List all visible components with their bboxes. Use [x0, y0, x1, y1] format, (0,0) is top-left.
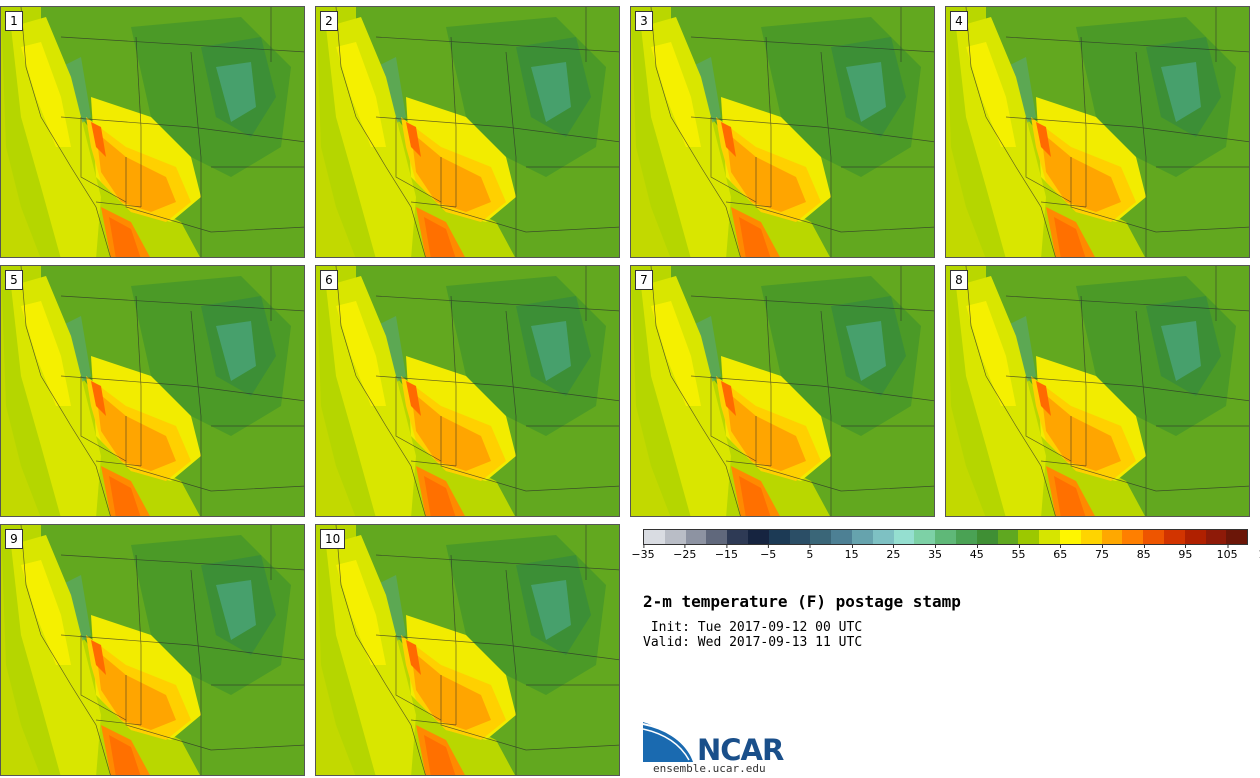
- colorbar-tick-label: 55: [1012, 544, 1026, 561]
- colorbar-swatch: [768, 530, 790, 544]
- temperature-colorbar: [643, 529, 1248, 545]
- colorbar-tick-label: 35: [928, 544, 942, 561]
- member-number-label: 8: [950, 270, 968, 290]
- member-number-label: 5: [5, 270, 23, 290]
- member-number-label: 1: [5, 11, 23, 31]
- colorbar-swatch: [1143, 530, 1164, 544]
- ensemble-member-map: 3: [630, 6, 935, 258]
- ensemble-member-map: 2: [315, 6, 620, 258]
- colorbar-tick-label: 5: [806, 544, 813, 561]
- colorbar-tick-label: 105: [1217, 544, 1238, 561]
- colorbar-tick-label: 25: [886, 544, 900, 561]
- colorbar-tick-label: −5: [760, 544, 776, 561]
- colorbar-swatch: [1080, 530, 1102, 544]
- colorbar-swatch: [1018, 530, 1040, 544]
- colorbar-swatch: [976, 530, 998, 544]
- colorbar-swatch: [1122, 530, 1144, 544]
- ensemble-member-map: 8: [945, 265, 1250, 517]
- ncar-logo-icon: [643, 722, 694, 762]
- colorbar-swatch: [727, 530, 748, 544]
- member-number-label: 7: [635, 270, 653, 290]
- colorbar-tick-label: 15: [845, 544, 859, 561]
- colorbar-tick-label: 65: [1053, 544, 1067, 561]
- colorbar-swatch: [685, 530, 707, 544]
- colorbar-swatch: [935, 530, 956, 544]
- ensemble-member-map: 7: [630, 265, 935, 517]
- colorbar-tick-label: −15: [715, 544, 738, 561]
- ensemble-member-map: 9: [0, 524, 305, 776]
- chart-title: 2-m temperature (F) postage stamp: [643, 592, 961, 611]
- colorbar-swatch: [747, 530, 769, 544]
- colorbar-swatch: [955, 530, 977, 544]
- ncar-logo-text: NCAR: [697, 733, 784, 767]
- colorbar-swatch: [1163, 530, 1185, 544]
- init-time: Init: Tue 2017-09-12 00 UTC: [643, 620, 863, 635]
- colorbar-swatch: [997, 530, 1019, 544]
- colorbar-tick-label: 85: [1137, 544, 1151, 561]
- member-number-label: 3: [635, 11, 653, 31]
- colorbar-swatch: [1184, 530, 1206, 544]
- colorbar-tick-label: 95: [1178, 544, 1192, 561]
- ensemble-member-map: 1: [0, 6, 305, 258]
- colorbar-swatch: [1039, 530, 1060, 544]
- member-number-label: 6: [320, 270, 338, 290]
- member-number-label: 4: [950, 11, 968, 31]
- member-number-label: 9: [5, 529, 23, 549]
- colorbar-swatch: [1059, 530, 1081, 544]
- colorbar-swatch: [872, 530, 894, 544]
- ensemble-member-map: 5: [0, 265, 305, 517]
- ensemble-url: ensemble.ucar.edu: [653, 762, 766, 775]
- colorbar-swatch: [851, 530, 873, 544]
- colorbar-swatch: [893, 530, 915, 544]
- colorbar-tick-label: −25: [673, 544, 696, 561]
- member-number-label: 10: [320, 529, 346, 549]
- colorbar-tick-label: 75: [1095, 544, 1109, 561]
- colorbar-swatch: [644, 530, 665, 544]
- colorbar-tick-labels: −35 −25 −15 −5 5 15 25 35 45 55 65 75 85 95 105 115: [631, 544, 1260, 565]
- colorbar-swatch: [664, 530, 686, 544]
- member-number-label: 2: [320, 11, 338, 31]
- colorbar-tick-label: 115: [1258, 545, 1260, 561]
- ensemble-member-map: 6: [315, 265, 620, 517]
- colorbar-swatch: [1101, 530, 1123, 544]
- colorbar-swatch: [810, 530, 832, 544]
- colorbar-swatch: [789, 530, 811, 544]
- colorbar-tick-label: 45: [970, 544, 984, 561]
- colorbar-swatch: [1205, 530, 1227, 544]
- colorbar-swatch: [914, 530, 936, 544]
- colorbar-tick-label: −35: [631, 544, 655, 561]
- ensemble-member-map: 10: [315, 524, 620, 776]
- colorbar-swatch: [706, 530, 728, 544]
- valid-time: Valid: Wed 2017-09-13 11 UTC: [643, 635, 863, 650]
- ensemble-member-map: 4: [945, 6, 1250, 258]
- colorbar-swatch: [831, 530, 852, 544]
- colorbar-swatch: [1226, 530, 1248, 544]
